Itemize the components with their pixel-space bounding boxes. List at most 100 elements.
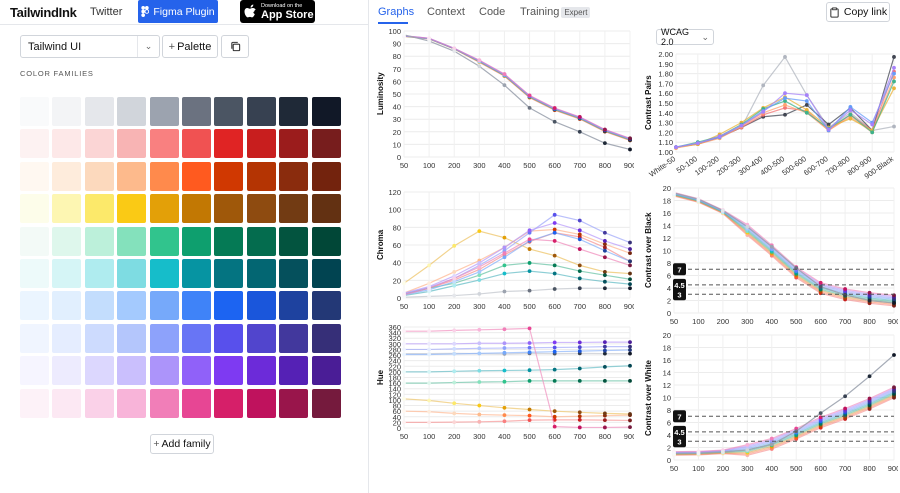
color-swatch[interactable] xyxy=(52,388,82,418)
color-swatch[interactable] xyxy=(214,97,244,126)
color-swatch[interactable] xyxy=(246,161,276,191)
color-swatch[interactable] xyxy=(84,323,114,353)
color-swatch[interactable] xyxy=(182,97,211,126)
color-swatch[interactable] xyxy=(117,259,147,288)
color-swatch[interactable] xyxy=(246,194,276,224)
color-swatch[interactable] xyxy=(214,161,244,191)
color-swatch[interactable] xyxy=(279,323,309,353)
color-swatch[interactable] xyxy=(246,97,276,126)
color-swatch[interactable] xyxy=(246,291,276,321)
color-swatch[interactable] xyxy=(52,97,82,126)
color-swatch[interactable] xyxy=(117,356,147,386)
color-swatch[interactable] xyxy=(149,226,179,256)
color-swatch[interactable] xyxy=(149,323,179,353)
color-swatch[interactable] xyxy=(311,194,341,224)
color-swatch[interactable] xyxy=(279,194,309,224)
color-swatch[interactable] xyxy=(20,259,49,288)
color-swatch[interactable] xyxy=(117,291,147,321)
add-palette-button[interactable]: + Palette xyxy=(162,35,218,58)
color-swatch[interactable] xyxy=(311,161,341,191)
figma-plugin-button[interactable]: Figma Plugin xyxy=(138,0,218,23)
color-swatch[interactable] xyxy=(52,226,82,256)
color-swatch[interactable] xyxy=(182,259,211,288)
color-swatch[interactable] xyxy=(214,129,244,159)
color-swatch[interactable] xyxy=(84,226,114,256)
color-swatch[interactable] xyxy=(311,129,341,159)
color-swatch[interactable] xyxy=(311,388,341,418)
color-swatch[interactable] xyxy=(20,356,49,386)
color-swatch[interactable] xyxy=(214,291,244,321)
color-swatch[interactable] xyxy=(246,323,276,353)
color-swatch[interactable] xyxy=(182,129,211,159)
color-swatch[interactable] xyxy=(20,161,49,191)
tab-code[interactable]: Code xyxy=(479,6,506,18)
color-swatch[interactable] xyxy=(182,323,211,353)
color-swatch[interactable] xyxy=(52,323,82,353)
color-swatch[interactable] xyxy=(149,259,179,288)
color-swatch[interactable] xyxy=(84,291,114,321)
color-swatch[interactable] xyxy=(149,291,179,321)
color-swatch[interactable] xyxy=(279,226,309,256)
palette-select[interactable]: Tailwind UI ⌄ xyxy=(20,35,160,58)
color-swatch[interactable] xyxy=(20,291,49,321)
color-swatch[interactable] xyxy=(84,129,114,159)
color-swatch[interactable] xyxy=(84,259,114,288)
color-swatch[interactable] xyxy=(311,97,341,126)
twitter-link[interactable]: Twitter xyxy=(90,6,123,18)
tab-context[interactable]: Context xyxy=(427,6,465,18)
color-swatch[interactable] xyxy=(246,388,276,418)
color-swatch[interactable] xyxy=(117,226,147,256)
color-swatch[interactable] xyxy=(311,356,341,386)
color-swatch[interactable] xyxy=(52,259,82,288)
color-swatch[interactable] xyxy=(311,226,341,256)
color-swatch[interactable] xyxy=(214,194,244,224)
color-swatch[interactable] xyxy=(246,356,276,386)
color-swatch[interactable] xyxy=(311,323,341,353)
copy-link-button[interactable]: Copy link xyxy=(826,2,890,22)
color-swatch[interactable] xyxy=(279,291,309,321)
color-swatch[interactable] xyxy=(246,259,276,288)
tab-training[interactable]: Training Expert xyxy=(520,6,591,18)
tab-graphs[interactable]: Graphs xyxy=(378,6,415,18)
app-store-badge[interactable]: Download on the App Store xyxy=(240,0,315,23)
color-swatch[interactable] xyxy=(149,194,179,224)
color-swatch[interactable] xyxy=(246,129,276,159)
color-swatch[interactable] xyxy=(117,129,147,159)
color-swatch[interactable] xyxy=(214,388,244,418)
color-swatch[interactable] xyxy=(52,129,82,159)
color-swatch[interactable] xyxy=(84,97,114,126)
color-swatch[interactable] xyxy=(182,194,211,224)
color-swatch[interactable] xyxy=(20,323,49,353)
color-swatch[interactable] xyxy=(84,194,114,224)
color-swatch[interactable] xyxy=(182,356,211,386)
color-swatch[interactable] xyxy=(279,97,309,126)
color-swatch[interactable] xyxy=(279,356,309,386)
color-swatch[interactable] xyxy=(214,356,244,386)
color-swatch[interactable] xyxy=(182,291,211,321)
copy-palette-button[interactable] xyxy=(221,35,249,58)
color-swatch[interactable] xyxy=(279,161,309,191)
color-swatch[interactable] xyxy=(214,226,244,256)
color-swatch[interactable] xyxy=(52,194,82,224)
color-swatch[interactable] xyxy=(214,259,244,288)
color-swatch[interactable] xyxy=(20,388,49,418)
color-swatch[interactable] xyxy=(279,259,309,288)
wcag-select[interactable]: WCAG 2.0 ⌄ xyxy=(656,27,714,47)
color-swatch[interactable] xyxy=(20,129,49,159)
color-swatch[interactable] xyxy=(117,388,147,418)
color-swatch[interactable] xyxy=(214,323,244,353)
color-swatch[interactable] xyxy=(149,97,179,126)
color-swatch[interactable] xyxy=(117,161,147,191)
color-swatch[interactable] xyxy=(279,129,309,159)
color-swatch[interactable] xyxy=(182,226,211,256)
color-swatch[interactable] xyxy=(20,226,49,256)
color-swatch[interactable] xyxy=(84,161,114,191)
color-swatch[interactable] xyxy=(182,161,211,191)
color-swatch[interactable] xyxy=(52,356,82,386)
color-swatch[interactable] xyxy=(52,161,82,191)
color-swatch[interactable] xyxy=(20,194,49,224)
color-swatch[interactable] xyxy=(117,97,147,126)
color-swatch[interactable] xyxy=(149,161,179,191)
color-swatch[interactable] xyxy=(117,194,147,224)
color-swatch[interactable] xyxy=(20,97,49,126)
